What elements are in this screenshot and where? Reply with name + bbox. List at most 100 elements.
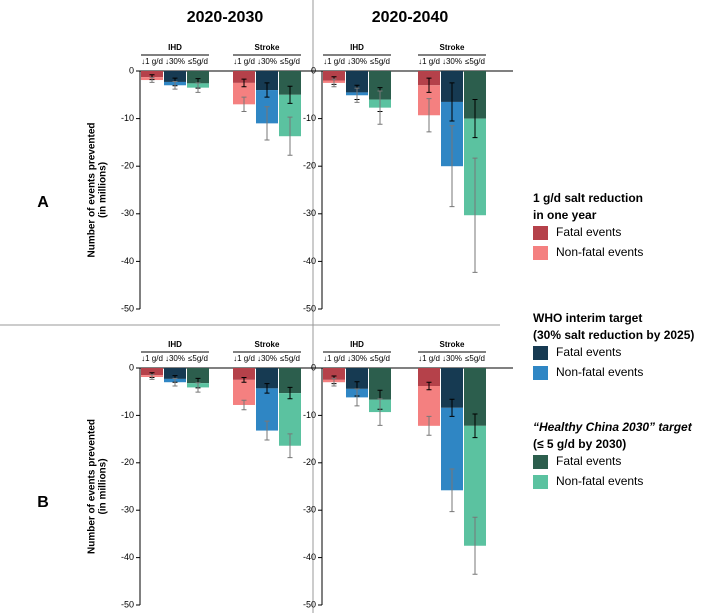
group-label: Stroke [255,340,280,349]
y-tick-label: -10 [121,410,134,420]
bar-segment [418,386,440,426]
y-tick-label: -40 [303,552,316,562]
y-tick-label: -20 [303,161,316,171]
bar-segment [141,368,163,376]
legend-title: (≤ 5 g/d by 2030) [533,437,626,451]
category-label: ↓30% [347,354,367,363]
group-label: IHD [168,43,182,52]
y-tick-label: -40 [121,256,134,266]
bar-segment [256,71,278,91]
category-label: ↓1 g/d [233,57,255,66]
error-bar [287,386,293,400]
column-title: 2020-2030 [187,9,264,26]
category-label: ↓1 g/d [233,354,255,363]
y-tick-label: -10 [121,113,134,123]
bar-segment [323,71,345,81]
y-tick-label: -10 [303,410,316,420]
legend-swatch [533,346,548,360]
bar-segment [346,71,368,93]
group-label: IHD [168,340,182,349]
legend-swatch [533,455,548,469]
y-tick-label: -30 [121,505,134,515]
bar-segment [464,425,486,546]
bar-segment [323,368,345,380]
error-bar [426,381,432,391]
y-tick-label: -30 [303,208,316,218]
group-label: IHD [350,43,364,52]
error-bar [426,77,432,93]
error-bar [264,82,270,98]
error-bar [472,516,478,575]
group-label: IHD [350,340,364,349]
bar-segment [441,368,463,408]
bar-segment [233,82,255,105]
legend-title: WHO interim target [533,311,642,325]
error-bar [172,80,178,90]
error-bar [149,374,155,380]
y-tick-label: 0 [129,362,134,372]
category-label: ≤5g/d [188,57,208,66]
column-title: 2020-2040 [372,9,449,26]
y-tick-label: -20 [303,457,316,467]
bar-segment [279,94,301,137]
error-bar [331,78,337,88]
category-label: ↓30% [257,57,277,66]
error-bar [287,433,293,459]
bar-segment [369,368,391,400]
category-label: ≤5g/d [280,354,300,363]
legend-label: Fatal events [556,345,621,359]
bar-segment [279,393,301,446]
category-label: ≤5g/d [188,354,208,363]
error-bar [449,82,455,122]
category-label: ≤5g/d [280,57,300,66]
category-label: ≤5g/d [370,354,390,363]
error-bar [149,77,155,83]
error-bar [449,468,455,513]
error-bar [241,78,247,88]
bar-segment [279,368,301,394]
group-label: Stroke [440,43,465,52]
category-label: ↓30% [165,354,185,363]
error-bar [377,90,383,125]
legend-label: Fatal events [556,454,621,468]
y-axis-label: Number of events prevented [87,122,98,257]
error-bar [264,106,270,141]
category-label: ↓30% [347,57,367,66]
category-label: ≤5g/d [465,354,485,363]
bar-segment [441,407,463,491]
error-bar [449,398,455,417]
bar-segment [346,368,368,389]
bar-segment [141,71,163,78]
category-label: ↓30% [165,57,185,66]
error-bar [426,415,432,436]
y-tick-label: -30 [303,505,316,515]
error-bar [172,377,178,387]
y-tick-label: -50 [303,599,316,609]
category-label: ↓1 g/d [418,57,440,66]
error-bar [195,382,201,393]
error-bar [264,383,270,394]
bar-segment [187,71,209,84]
group-label: Stroke [255,43,280,52]
legend-swatch [533,366,548,380]
y-tick-label: 0 [311,65,316,75]
y-tick-label: -10 [303,113,316,123]
category-label: ≤5g/d [370,57,390,66]
y-tick-label: -20 [121,161,134,171]
legend-label: Fatal events [556,225,621,239]
y-tick-label: -40 [303,256,316,266]
legend-title: (30% salt reduction by 2025) [533,328,694,342]
error-bar [449,125,455,208]
y-tick-label: -20 [121,457,134,467]
error-bar [472,413,478,439]
y-tick-label: 0 [129,65,134,75]
error-bar [354,87,360,103]
bar-segment [369,71,391,100]
category-label: ↓1 g/d [323,57,345,66]
bar-segment [164,368,186,379]
error-bar [472,157,478,273]
error-bar [241,399,247,411]
bar-segment [233,71,255,83]
bar-segment [233,368,255,380]
